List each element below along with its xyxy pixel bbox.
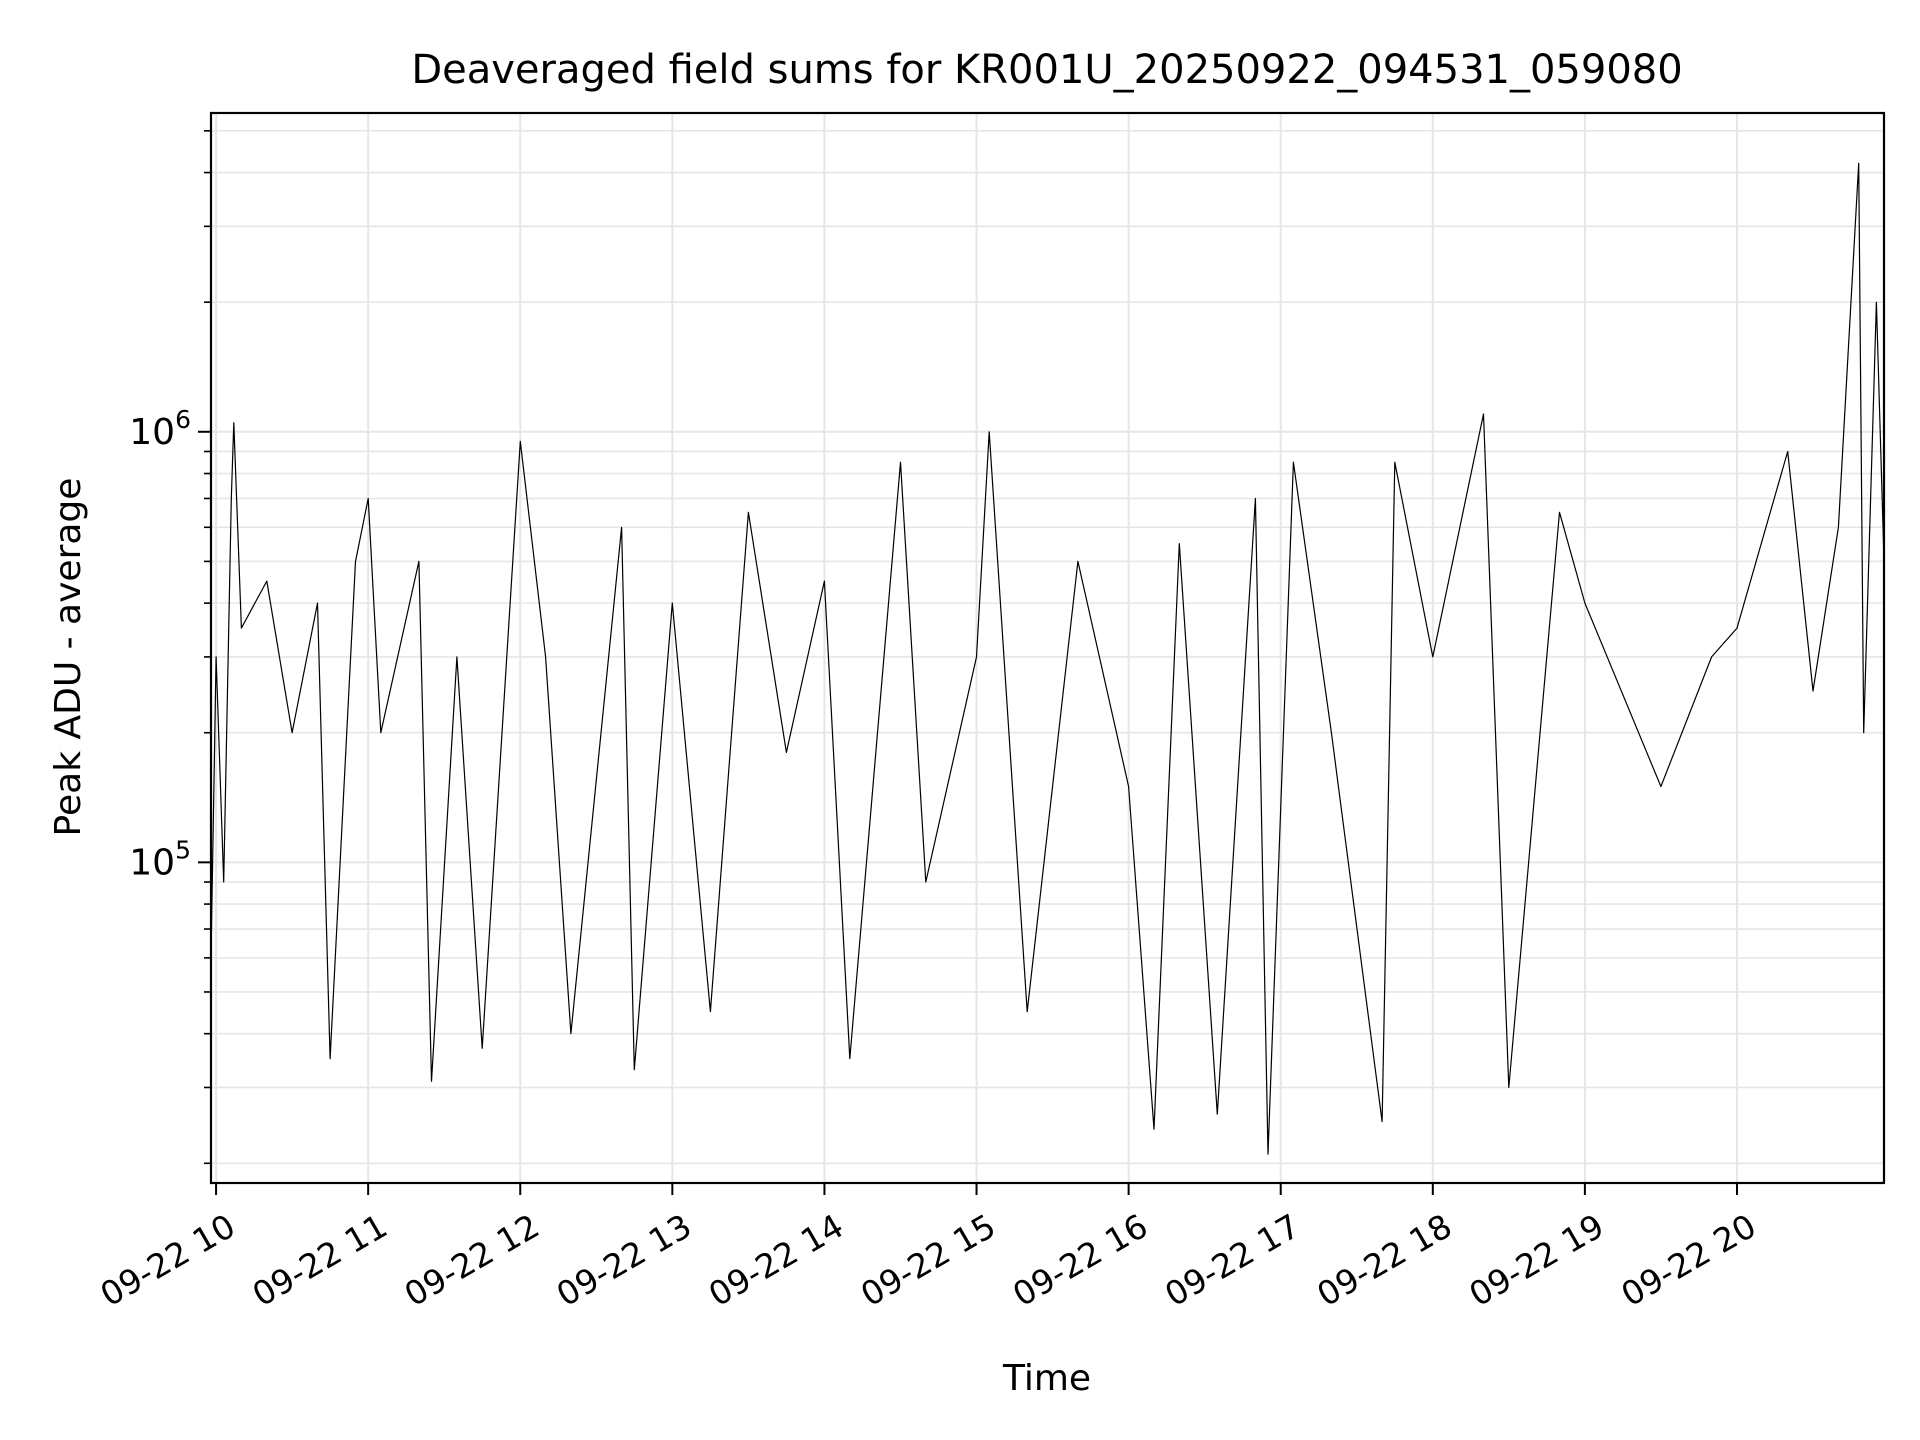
y-axis-label: Peak ADU - average: [48, 478, 89, 837]
x-axis-label: Time: [1002, 1358, 1091, 1399]
y-tick-label: 106: [129, 405, 191, 453]
grid: [211, 113, 1884, 1183]
y-tick-label: 105: [129, 835, 191, 883]
plot-frame: [209, 111, 1886, 1185]
data-line-series: [210, 162, 1885, 1155]
chart-title: Deaveraged field sums for KR001U_2025092…: [411, 47, 1682, 93]
data-line: [210, 162, 1885, 1155]
y-axis-ticks: 105 106: [129, 130, 211, 1165]
